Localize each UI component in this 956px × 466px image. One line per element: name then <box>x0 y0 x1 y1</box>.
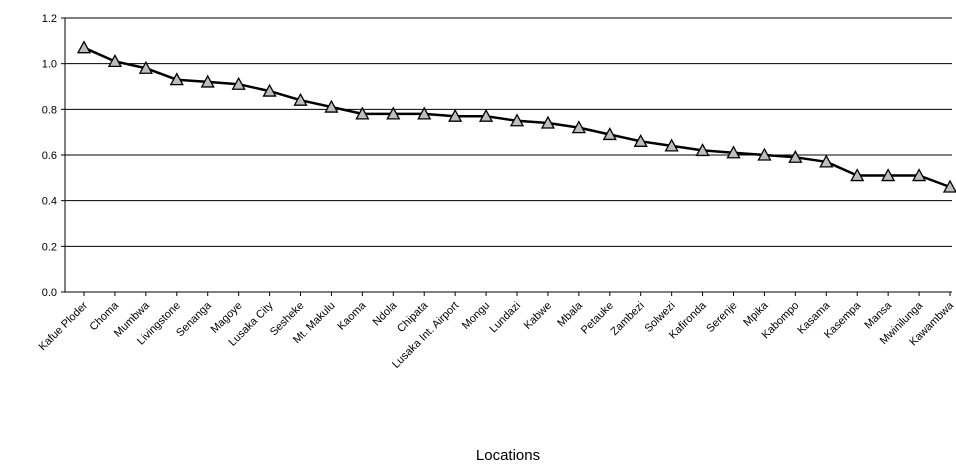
x-tick-label: Serenje <box>704 300 739 335</box>
data-point <box>850 168 865 182</box>
x-tick-label: Kaoma <box>335 299 369 333</box>
data-point <box>602 127 617 141</box>
x-tick-label: Zambezi <box>609 300 647 338</box>
data-point <box>138 60 153 74</box>
data-point <box>881 168 896 182</box>
data-point <box>664 138 679 152</box>
data-point <box>448 108 463 122</box>
y-tick-labels: 0.0 0.2 0.4 0.6 0.8 1.0 1.2 <box>42 13 65 299</box>
data-point <box>788 149 803 163</box>
data-point <box>293 92 308 106</box>
series-group <box>76 40 956 193</box>
y-tick-label: 0.4 <box>42 196 57 208</box>
data-point <box>169 72 184 86</box>
x-axis-title: Locations <box>476 447 540 464</box>
data-point <box>107 54 123 68</box>
y-tick-label: 0.8 <box>42 104 57 116</box>
data-point <box>200 74 215 88</box>
data-point <box>231 76 246 90</box>
data-point <box>355 106 370 120</box>
gridlines <box>65 17 952 247</box>
y-tick-label: 0.2 <box>42 241 57 253</box>
x-tick-label: Ndola <box>371 299 400 328</box>
data-point <box>509 113 525 127</box>
data-point <box>942 179 956 193</box>
y-tick-label: 0.6 <box>42 150 57 162</box>
y-tick-label: 1.0 <box>42 59 57 71</box>
data-point <box>417 106 432 120</box>
data-point <box>540 115 556 129</box>
x-tick-label: Mpika <box>741 299 771 329</box>
data-point <box>571 120 586 134</box>
data-point <box>386 106 401 120</box>
data-point <box>324 99 339 113</box>
data-point <box>911 168 927 182</box>
data-point <box>757 147 772 161</box>
x-tick-label: Kabwe <box>522 300 554 332</box>
data-point <box>478 108 494 122</box>
x-tick-labels: Kafue PloderChomaMumbwaLivingstoneSenang… <box>37 292 956 371</box>
data-point <box>76 40 92 54</box>
data-point <box>695 143 710 157</box>
y-tick-label: 0.0 <box>42 287 57 299</box>
x-tick-label: Senanga <box>174 299 214 339</box>
data-point <box>726 145 741 159</box>
data-point <box>262 83 277 97</box>
x-tick-label: Lundazi <box>487 300 523 336</box>
data-point <box>819 154 834 168</box>
y-tick-label: 1.2 <box>42 13 57 25</box>
data-point <box>633 133 648 147</box>
x-tick-label: Kafue Ploder <box>37 299 91 353</box>
